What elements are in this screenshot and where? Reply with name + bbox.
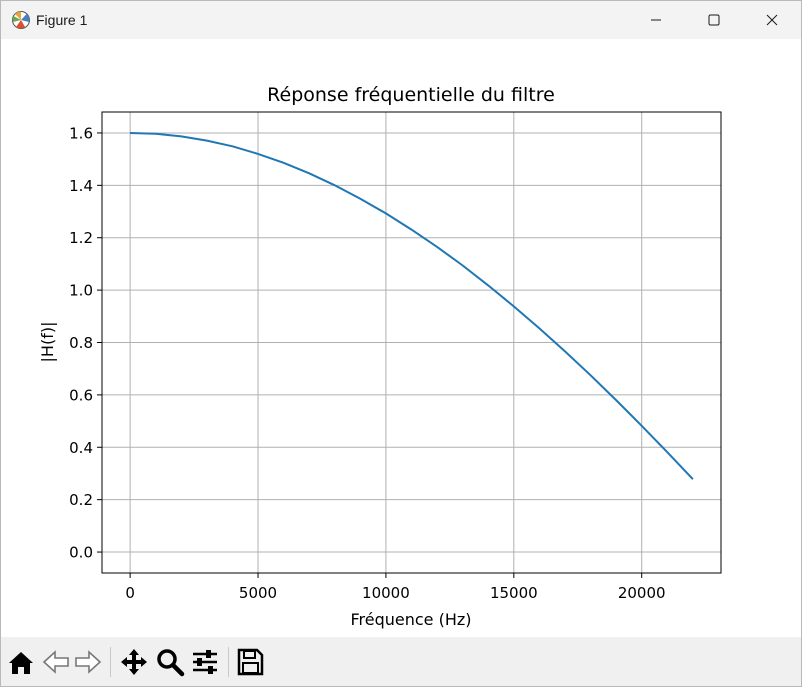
- y-tick-label: 0.0: [69, 544, 93, 562]
- x-tick-label: 20000: [618, 584, 666, 602]
- home-icon[interactable]: [6, 647, 36, 677]
- x-tick-label: 15000: [490, 584, 538, 602]
- floppy-disk-icon[interactable]: [235, 647, 265, 677]
- y-tick-label: 0.4: [69, 439, 93, 457]
- minimize-button[interactable]: [627, 1, 685, 39]
- minimize-icon: [651, 19, 661, 21]
- toolbar-separator: [110, 647, 111, 677]
- y-axis-label: |H(f)|: [38, 322, 57, 363]
- x-tick-label: 10000: [362, 584, 410, 602]
- y-tick-label: 1.4: [69, 177, 93, 195]
- matplotlib-icon: [12, 11, 30, 29]
- line-chart: Réponse fréquentielle du filtre 0 5000 100…: [38, 84, 722, 629]
- close-button[interactable]: [743, 1, 801, 39]
- y-tick-label: 1.6: [69, 124, 93, 142]
- sliders-icon[interactable]: [190, 647, 220, 677]
- close-icon: [766, 14, 778, 26]
- y-tick-label: 0.6: [69, 386, 93, 404]
- magnifier-icon[interactable]: [155, 647, 185, 677]
- maximize-icon: [708, 14, 720, 26]
- figure-canvas[interactable]: Réponse fréquentielle du filtre 0 5000 100…: [1, 39, 801, 637]
- title-bar[interactable]: Figure 1: [1, 1, 801, 39]
- axis-ticks: 0 5000 10000 15000 20000 0.0 0.2 0.4 0.6 0.8 1.0 1.…: [69, 124, 665, 602]
- grid-lines: [102, 112, 721, 573]
- chart-title: Réponse fréquentielle du filtre: [267, 84, 555, 106]
- move-icon[interactable]: [119, 647, 149, 677]
- x-axis-label: Fréquence (Hz): [350, 610, 471, 629]
- toolbar-separator: [228, 647, 229, 677]
- y-tick-label: 1.2: [69, 229, 93, 247]
- arrow-right-icon[interactable]: [73, 647, 103, 677]
- window-title: Figure 1: [36, 12, 88, 28]
- y-tick-label: 0.2: [69, 491, 93, 509]
- y-tick-label: 1.0: [69, 282, 93, 300]
- y-tick-label: 0.8: [69, 334, 93, 352]
- arrow-left-icon[interactable]: [41, 647, 71, 677]
- x-tick-label: 0: [125, 584, 135, 602]
- data-series: [130, 132, 694, 480]
- series-line: [130, 132, 694, 480]
- maximize-button[interactable]: [685, 1, 743, 39]
- x-tick-label: 5000: [239, 584, 277, 602]
- navigation-toolbar: [1, 637, 801, 686]
